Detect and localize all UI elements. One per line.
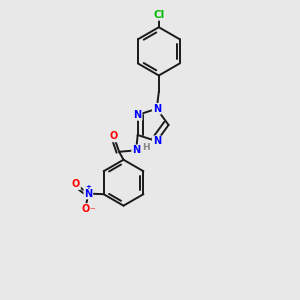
Text: N: N: [153, 104, 161, 114]
Text: O: O: [72, 179, 80, 189]
Text: N: N: [132, 145, 140, 155]
Text: O: O: [110, 131, 118, 142]
Text: N: N: [153, 136, 161, 146]
Text: N: N: [134, 110, 142, 120]
Text: O: O: [81, 204, 89, 214]
Text: Cl: Cl: [153, 10, 164, 20]
Text: +: +: [85, 184, 91, 190]
Text: N: N: [84, 189, 92, 199]
Text: ⁻: ⁻: [89, 206, 95, 216]
Text: H: H: [142, 143, 149, 152]
